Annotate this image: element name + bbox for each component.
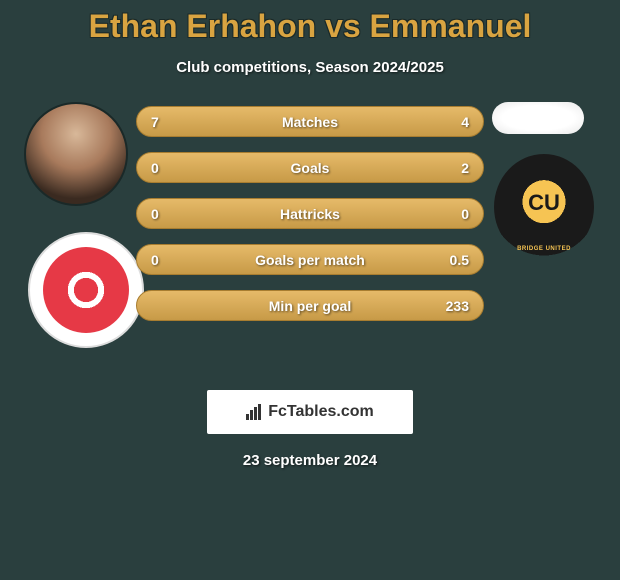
bars-icon (246, 404, 264, 420)
brand-box: FcTables.com (207, 390, 413, 434)
stat-row-matches: 7 Matches 4 (136, 106, 484, 137)
stat-row-goals: 0 Goals 2 (136, 152, 484, 183)
left-column (16, 102, 136, 362)
stat-label: Min per goal (269, 298, 351, 314)
player1-club-badge (28, 232, 144, 348)
player2-avatar (492, 102, 584, 134)
stat-right-value: 0 (461, 206, 469, 222)
club1-crest-icon (43, 247, 129, 333)
stat-row-min-per-goal: Min per goal 233 (136, 290, 484, 321)
page-title: Ethan Erhahon vs Emmanuel (0, 0, 620, 45)
club2-band: BRIDGE UNITED (517, 246, 571, 252)
player1-avatar (24, 102, 128, 206)
club2-short: CU (528, 190, 560, 216)
brand-text: FcTables.com (268, 403, 374, 421)
date-text: 23 september 2024 (0, 452, 620, 469)
stat-left-value: 7 (151, 114, 159, 130)
subtitle: Club competitions, Season 2024/2025 (0, 59, 620, 76)
stats-column: 7 Matches 4 0 Goals 2 0 Hattricks 0 0 Go… (136, 102, 484, 321)
right-column: CU BRIDGE UNITED (484, 102, 604, 362)
stat-right-value: 233 (446, 298, 469, 314)
stat-label: Matches (282, 114, 338, 130)
stat-label: Hattricks (280, 206, 340, 222)
comparison-row: 7 Matches 4 0 Goals 2 0 Hattricks 0 0 Go… (0, 102, 620, 362)
stat-row-hattricks: 0 Hattricks 0 (136, 198, 484, 229)
stat-left-value: 0 (151, 160, 159, 176)
stat-right-value: 2 (461, 160, 469, 176)
stat-row-goals-per-match: 0 Goals per match 0.5 (136, 244, 484, 275)
stat-label: Goals per match (255, 252, 365, 268)
stat-left-value: 0 (151, 206, 159, 222)
stat-left-value: 0 (151, 252, 159, 268)
stat-right-value: 4 (461, 114, 469, 130)
player2-club-badge: CU BRIDGE UNITED (494, 154, 594, 260)
stat-right-value: 0.5 (450, 252, 469, 268)
stat-label: Goals (291, 160, 330, 176)
